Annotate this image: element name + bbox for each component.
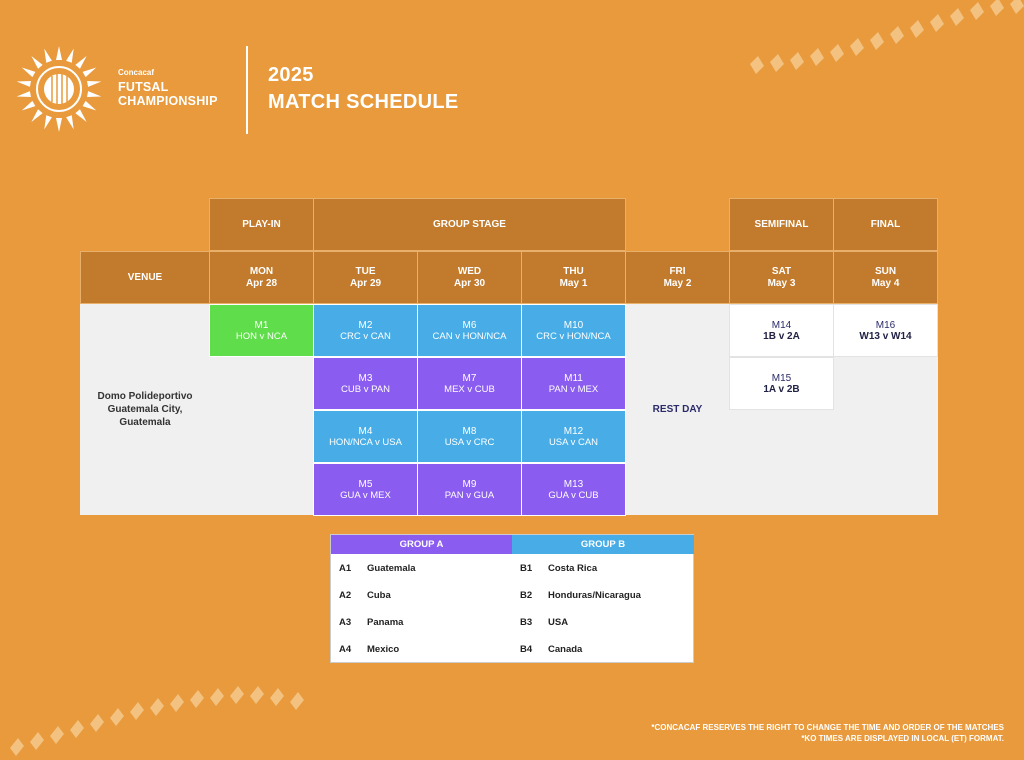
group-b-row: B1 Costa Rica bbox=[520, 563, 598, 574]
groups-legend: GROUP A GROUP B A1 Guatemala A2 Cuba A3 Pan… bbox=[330, 534, 694, 663]
match-cell-m2: M2 CRC v CAN bbox=[313, 304, 418, 357]
rest-day-cell: REST DAY bbox=[652, 404, 703, 415]
group-a-row: A1 Guatemala bbox=[339, 563, 416, 574]
decorative-rays-bottom-left-icon bbox=[10, 686, 304, 756]
phase-group-stage: GROUP STAGE bbox=[313, 198, 626, 251]
page-title: MATCH SCHEDULE bbox=[268, 91, 459, 113]
match-cell-m5: M5 GUA v MEX bbox=[313, 463, 418, 516]
match-cell-m16: M16 W13 v W14 bbox=[833, 304, 938, 357]
group-b-row: B2 Honduras/Nicaragua bbox=[520, 590, 641, 601]
match-cell-m15: M15 1A v 2B bbox=[729, 357, 834, 410]
brand-org: Concacaf bbox=[118, 68, 155, 77]
match-cell-m3: M3 CUB v PAN bbox=[313, 357, 418, 410]
phase-final: FINAL bbox=[833, 198, 938, 251]
title-year: 2025 bbox=[268, 64, 314, 86]
championship-logo bbox=[14, 44, 104, 134]
day-header-sun: SUN May 4 bbox=[833, 251, 938, 304]
venue-column-bg bbox=[80, 304, 210, 515]
group-b-row: B3 USA bbox=[520, 617, 569, 628]
footnotes: *CONCACAF RESERVES THE RIGHT TO CHANGE T… bbox=[651, 722, 1004, 744]
brand-line2: CHAMPIONSHIP bbox=[118, 94, 218, 108]
brand-name: FUTSAL CHAMPIONSHIP bbox=[118, 80, 218, 108]
group-b-header: GROUP B bbox=[512, 535, 694, 554]
group-a-row: A3 Panama bbox=[339, 617, 404, 628]
group-a-row: A4 Mexico bbox=[339, 644, 400, 655]
day-header-sat: SAT May 3 bbox=[729, 251, 834, 304]
venue-cell: Domo Polideportivo Guatemala City, Guate… bbox=[97, 391, 193, 428]
sunburst-futsal-ball-icon bbox=[16, 46, 102, 132]
day-header-mon: MON Apr 28 bbox=[209, 251, 314, 304]
brand-line1: FUTSAL bbox=[118, 80, 169, 94]
match-cell-m12: M12 USA v CAN bbox=[521, 410, 626, 463]
group-a-row: A2 Cuba bbox=[339, 590, 391, 601]
match-cell-m11: M11 PAN v MEX bbox=[521, 357, 626, 410]
match-cell-m7: M7 MEX v CUB bbox=[417, 357, 522, 410]
match-cell-m8: M8 USA v CRC bbox=[417, 410, 522, 463]
day-header-wed: WED Apr 30 bbox=[417, 251, 522, 304]
match-cell-m9: M9 PAN v GUA bbox=[417, 463, 522, 516]
match-cell-m10: M10 CRC v HON/NCA bbox=[521, 304, 626, 357]
match-cell-m4: M4 HON/NCA v USA bbox=[313, 410, 418, 463]
match-cell-m1: M1 HON v NCA bbox=[209, 304, 314, 357]
venue-header: VENUE bbox=[80, 251, 210, 304]
phase-playin: PLAY-IN bbox=[209, 198, 314, 251]
match-cell-m6: M6 CAN v HON/NCA bbox=[417, 304, 522, 357]
match-cell-m14: M14 1B v 2A bbox=[729, 304, 834, 357]
phase-semifinal: SEMIFINAL bbox=[729, 198, 834, 251]
header-divider bbox=[246, 46, 248, 134]
footnote-line1: *CONCACAF RESERVES THE RIGHT TO CHANGE T… bbox=[651, 723, 1004, 732]
day-header-thu: THU May 1 bbox=[521, 251, 626, 304]
day-header-fri: FRI May 2 bbox=[625, 251, 730, 304]
match-cell-m13: M13 GUA v CUB bbox=[521, 463, 626, 516]
footnote-line2: *KO TIMES ARE DISPLAYED IN LOCAL (ET) FO… bbox=[801, 734, 1004, 743]
fri-column-bg bbox=[625, 304, 730, 515]
day-header-tue: TUE Apr 29 bbox=[313, 251, 418, 304]
group-a-header: GROUP A bbox=[331, 535, 512, 554]
group-b-row: B4 Canada bbox=[520, 644, 583, 655]
decorative-rays-top-right-icon bbox=[750, 0, 1024, 74]
